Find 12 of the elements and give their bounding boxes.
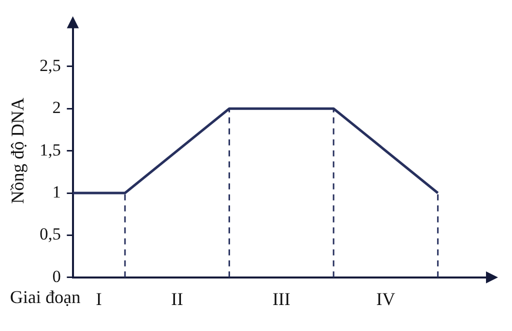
y-axis-title: Nồng độ DNA	[8, 98, 28, 204]
y-tick-label: 0,5	[40, 224, 61, 244]
x-tick-label: IV	[376, 288, 396, 309]
y-tick-label: 2,5	[40, 56, 61, 75]
x-tick-label: III	[272, 288, 290, 309]
x-axis-title: Giai đoạn	[10, 287, 80, 308]
y-tick-label: 1	[52, 182, 61, 202]
y-tick-label: 0	[52, 266, 61, 286]
x-tick-label: I	[96, 288, 102, 309]
x-tick-label: II	[171, 288, 184, 309]
y-tick-label: 1,5	[40, 140, 61, 160]
y-tick-label: 2	[52, 98, 61, 118]
